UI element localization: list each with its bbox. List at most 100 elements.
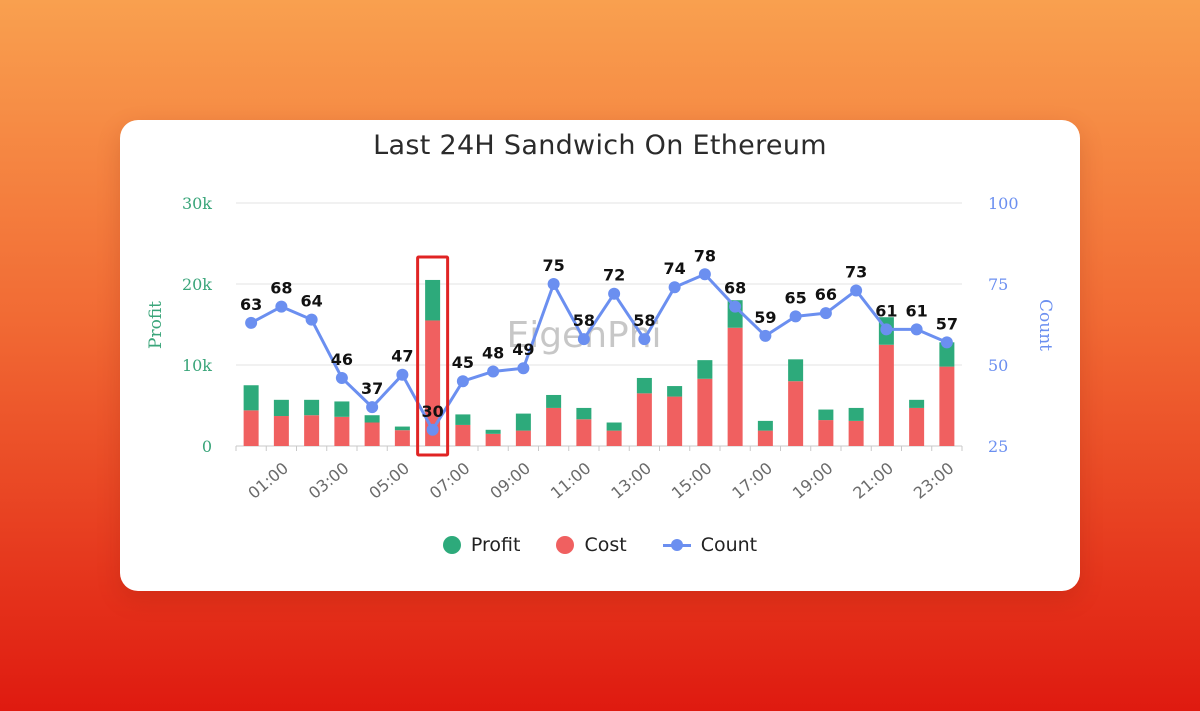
y-right-axis-title: Count [1035, 299, 1055, 351]
count-point [547, 278, 560, 290]
count-point [487, 365, 500, 378]
count-point [245, 316, 258, 329]
count-data-label: 49 [512, 340, 534, 359]
x-tick-label: 09:00 [486, 459, 534, 503]
count-data-label: 57 [936, 314, 958, 333]
profit-bar [818, 409, 834, 421]
x-tick-label: 05:00 [365, 459, 413, 503]
cost-bar [818, 420, 834, 446]
cost-bar [304, 415, 320, 446]
cost-legend-dot-icon [556, 536, 575, 554]
profit-bar [848, 407, 864, 421]
profit-bar [243, 385, 259, 411]
chart-title: Last 24H Sandwich On Ethereum [373, 130, 827, 161]
count-point [910, 323, 923, 336]
y-left-tick-label: 10k [182, 356, 212, 375]
profit-bar [425, 279, 441, 321]
count-point [638, 333, 651, 346]
profit-bar [757, 420, 773, 431]
count-point [275, 300, 288, 313]
x-tick-label: 15:00 [668, 459, 716, 503]
cost-bar [485, 433, 501, 446]
cost-bar [364, 422, 380, 446]
count-data-label: 78 [694, 246, 716, 265]
profit-bar [394, 426, 410, 431]
cost-bar [455, 424, 471, 446]
profit-bar [546, 394, 562, 408]
cost-bar [909, 407, 925, 446]
legend-item-cost[interactable]: Cost [556, 534, 627, 556]
count-legend-line-icon [662, 536, 691, 554]
count-data-label: 68 [724, 279, 746, 298]
cost-bar [636, 393, 652, 446]
count-data-label: 30 [421, 402, 443, 421]
cost-bar [273, 416, 289, 446]
y-left-tick-label: 30k [182, 194, 212, 213]
profit-bar [455, 414, 471, 425]
x-tick-label: 03:00 [305, 459, 353, 503]
count-point [819, 307, 832, 320]
cost-bar [697, 378, 713, 446]
count-point [850, 284, 863, 297]
cost-bar [939, 366, 955, 446]
count-data-label: 58 [573, 311, 595, 330]
count-data-label: 63 [240, 295, 262, 314]
cost-bar [606, 430, 622, 446]
legend-item-count[interactable]: Count [662, 534, 757, 556]
profit-bar [667, 386, 683, 397]
x-tick-label: 01:00 [244, 459, 292, 503]
count-point [668, 281, 681, 294]
profit-bar [788, 359, 804, 382]
y-right-tick-label: 75 [988, 275, 1008, 294]
count-point [608, 287, 621, 300]
count-point [729, 300, 742, 313]
x-tick-label: 23:00 [910, 459, 958, 503]
y-left-tick-label: 20k [182, 275, 212, 294]
count-data-label: 45 [452, 353, 474, 372]
cost-bar [334, 416, 350, 446]
profit-bar [576, 407, 592, 420]
count-data-label: 68 [270, 279, 292, 298]
cost-bar [667, 396, 683, 446]
count-data-label: 75 [542, 256, 564, 275]
profit-bar [697, 360, 713, 379]
count-point [940, 336, 953, 349]
legend-label-cost: Cost [584, 534, 627, 556]
highlight-box [416, 255, 450, 457]
cost-bar [243, 410, 259, 446]
cost-bar [878, 344, 894, 446]
legend-label-profit: Profit [470, 534, 521, 556]
count-point [366, 401, 379, 414]
legend-item-profit[interactable]: Profit [442, 534, 521, 556]
count-line [250, 272, 948, 432]
chart-card [120, 120, 1080, 591]
count-point [305, 313, 318, 326]
count-data-label: 61 [875, 301, 897, 320]
profit-bar [485, 429, 501, 434]
cost-bar [546, 407, 562, 446]
profit-legend-dot-icon [442, 536, 461, 554]
count-data-label: 48 [482, 343, 504, 362]
cost-bar [576, 419, 592, 446]
cost-bar [848, 420, 864, 446]
count-data-label: 61 [905, 301, 927, 320]
profit-bar [334, 401, 350, 417]
chart-legend: Profit Cost Count [0, 534, 1200, 556]
y-left-tick-label: 0 [202, 437, 212, 456]
count-data-label: 46 [331, 350, 353, 369]
count-point [577, 333, 590, 346]
count-point [759, 329, 772, 342]
count-point [698, 268, 711, 281]
cost-bar [394, 430, 410, 446]
count-data-label: 65 [784, 288, 806, 307]
y-right-tick-label: 50 [988, 356, 1008, 375]
count-point [880, 323, 893, 336]
x-tick-label: 17:00 [728, 459, 776, 503]
count-data-label: 73 [845, 262, 867, 281]
x-tick-label: 07:00 [426, 459, 474, 503]
count-data-label: 37 [361, 379, 383, 398]
profit-bar [364, 415, 380, 423]
y-left-axis-title: Profit [146, 301, 166, 349]
profit-bar [909, 399, 925, 408]
